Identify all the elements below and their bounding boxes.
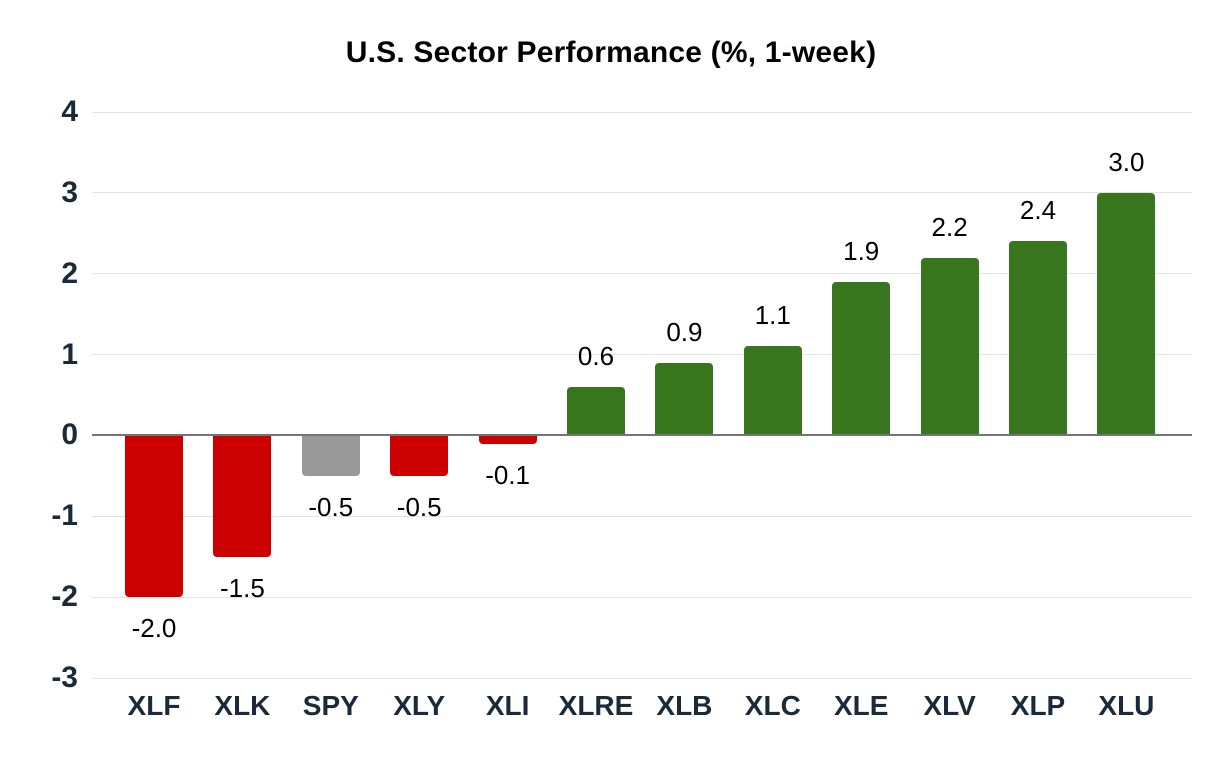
gridline-2 [92,273,1192,275]
plot-area: -2.0 -1.5 -0.5 -0.5 -0.1 0.6 0.9 1.1 1.9 2.2 2.4 3.… [92,111,1192,679]
x-axis-label-xlp: XLP [1010,690,1066,721]
y-axis-tick-label: -3 [51,661,78,694]
bar-value-label-xlre: 0.6 [577,340,615,371]
x-axis-label-xle: XLE [833,690,889,721]
y-axis-tick-label: -2 [51,580,78,614]
bar-xly [390,435,449,476]
bar-xlre [567,386,625,436]
x-axis-label-xlre: XLRE [558,690,634,721]
gridline-4 [92,111,1192,113]
gridline-3 [92,192,1192,194]
gridline--3 [92,677,1192,679]
x-axis-label-xlk: XLK [214,690,271,721]
bar-value-label-xlc: 1.1 [754,300,791,331]
bar-xlk [213,435,272,557]
bar-xlf [125,435,183,598]
bar-xlu [1097,192,1156,436]
gridline--1 [92,515,1192,517]
x-axis-label-xli: XLI [485,690,530,721]
zero-axis-line [92,434,1192,437]
bar-xlc [743,346,802,436]
x-axis-label-xlv: XLV [923,690,976,721]
y-axis-tick-label: -1 [51,499,78,533]
x-axis-label-xlu: XLU [1098,690,1155,721]
bar-value-label-xlk: -1.5 [219,572,265,603]
bar-value-label-xlf: -2.0 [131,613,177,644]
bar-value-label-spy: -0.5 [308,491,354,522]
bar-value-label-xly: -0.5 [396,491,442,522]
bar-value-label-xlu: 3.0 [1108,146,1145,177]
x-axis-label-xly: XLY [393,690,446,721]
bar-value-label-xli: -0.1 [485,459,530,490]
bar-xli [478,435,537,444]
y-axis-tick-label: 4 [61,95,78,128]
bar-spy [301,435,360,476]
bar-value-label-xlb: 0.9 [666,316,703,347]
x-axis-label-xlf: XLF [127,690,181,721]
y-axis-tick-label: 0 [61,418,78,452]
bar-xle [832,281,891,436]
x-axis-label-xlc: XLC [744,690,801,721]
x-axis-label-xlb: XLB [656,690,713,721]
gridline--2 [92,596,1192,598]
bar-value-label-xle: 1.9 [843,235,880,266]
y-axis-tick-label: 2 [61,256,78,290]
bar-value-label-xlv: 2.2 [931,211,968,242]
chart-title: U.S. Sector Performance (%, 1-week) [345,36,877,69]
bar-xlb [655,362,714,436]
x-axis-label-spy: SPY [302,690,359,721]
bar-value-label-xlp: 2.4 [1019,195,1057,226]
y-axis-tick-label: 1 [61,337,78,371]
bar-xlp [1009,241,1067,436]
y-axis-tick-label: 3 [61,175,78,209]
bar-xlv [920,257,979,436]
gridline-1 [92,354,1192,356]
